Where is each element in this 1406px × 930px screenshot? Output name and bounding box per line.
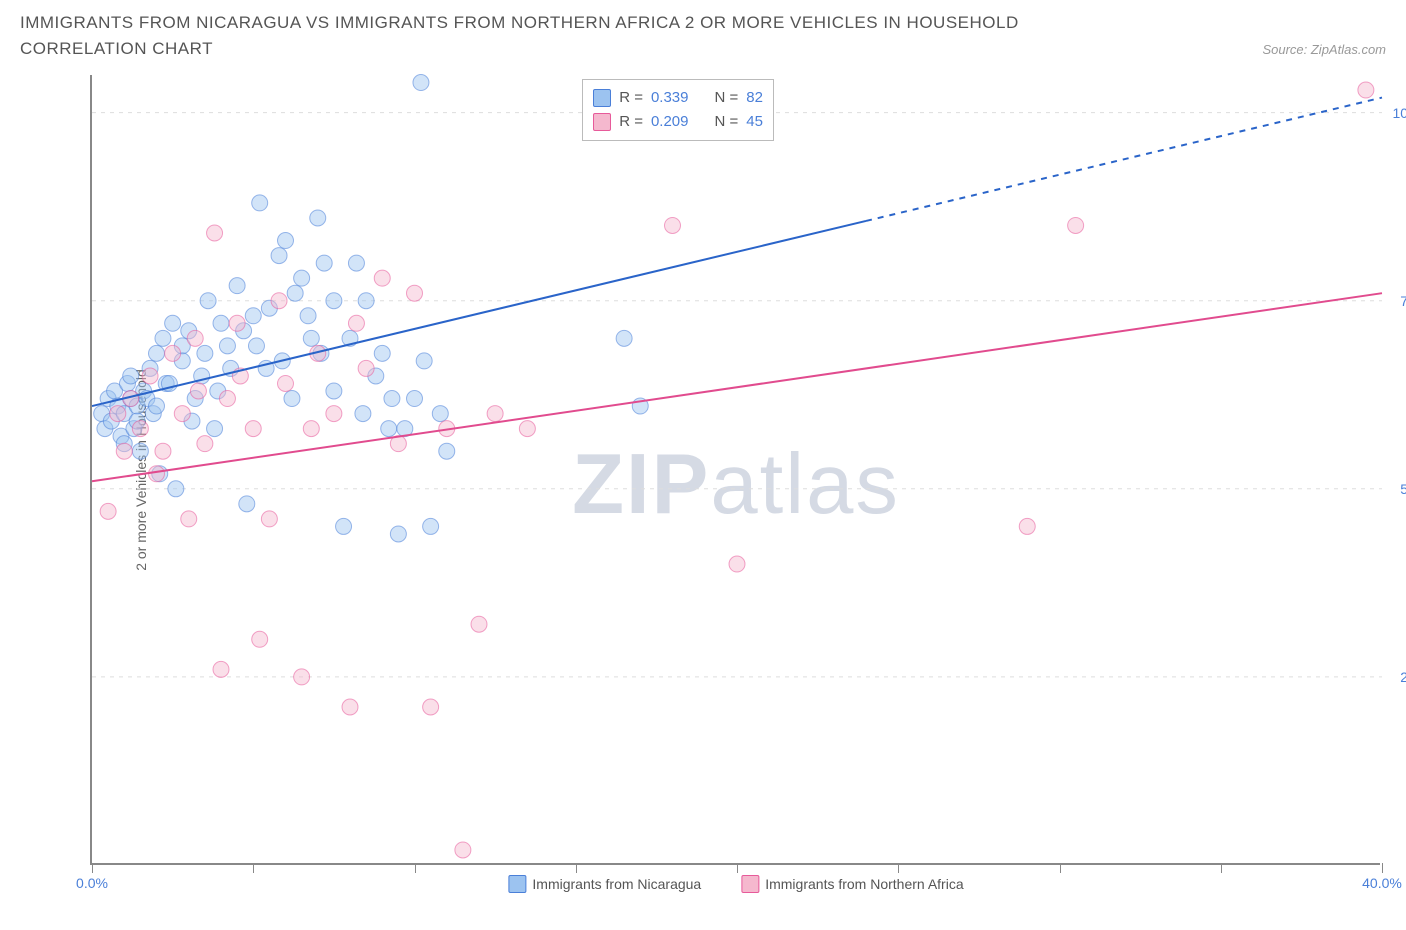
y-tick-label: 100.0%	[1393, 105, 1406, 121]
x-tick	[737, 863, 738, 873]
swatch-nicaragua	[593, 89, 611, 107]
legend-item-nicaragua: Immigrants from Nicaragua	[508, 875, 701, 893]
stats-n-value: 82	[746, 86, 763, 110]
stats-legend-box: R = 0.339 N = 82 R = 0.209 N = 45	[582, 79, 774, 141]
stats-r-label: R =	[619, 110, 643, 134]
y-tick-label: 50.0%	[1400, 481, 1406, 497]
legend-label: Immigrants from Nicaragua	[532, 876, 701, 892]
stats-row-nicaragua: R = 0.339 N = 82	[593, 86, 763, 110]
trendline-solid-nicaragua	[92, 221, 866, 406]
legend-label: Immigrants from Northern Africa	[765, 876, 963, 892]
x-tick	[92, 863, 93, 873]
stats-r-value: 0.209	[651, 110, 689, 134]
legend-bottom: Immigrants from Nicaragua Immigrants from…	[508, 875, 963, 893]
source-attribution: Source: ZipAtlas.com	[1262, 42, 1386, 61]
trendlines-layer	[92, 75, 1380, 863]
swatch-northern-africa	[593, 113, 611, 131]
header: IMMIGRANTS FROM NICARAGUA VS IMMIGRANTS …	[0, 0, 1406, 61]
stats-r-label: R =	[619, 86, 643, 110]
stats-row-northern-africa: R = 0.209 N = 45	[593, 110, 763, 134]
x-tick	[576, 863, 577, 873]
x-tick	[253, 863, 254, 873]
x-tick	[415, 863, 416, 873]
chart-title: IMMIGRANTS FROM NICARAGUA VS IMMIGRANTS …	[20, 10, 1120, 61]
x-tick-label: 40.0%	[1362, 875, 1402, 891]
swatch-nicaragua	[508, 875, 526, 893]
plot-region: ZIPatlas R =0.339N =82R =0.209N =45 25.0…	[90, 75, 1380, 865]
trendline-northern-africa	[92, 293, 1382, 481]
legend-item-northern-africa: Immigrants from Northern Africa	[741, 875, 963, 893]
y-tick-label: 25.0%	[1400, 669, 1406, 685]
x-tick	[1060, 863, 1061, 873]
stats-n-label: N =	[715, 86, 739, 110]
y-tick-label: 75.0%	[1400, 293, 1406, 309]
x-tick	[898, 863, 899, 873]
x-tick	[1382, 863, 1383, 873]
chart-area: 2 or more Vehicles in Household ZIPatlas…	[60, 75, 1380, 865]
x-tick	[1221, 863, 1222, 873]
x-tick-label: 0.0%	[76, 875, 108, 891]
swatch-northern-africa	[741, 875, 759, 893]
stats-n-label: N =	[715, 110, 739, 134]
trendline-dashed-nicaragua	[866, 98, 1382, 221]
stats-r-value: 0.339	[651, 86, 689, 110]
stats-n-value: 45	[746, 110, 763, 134]
